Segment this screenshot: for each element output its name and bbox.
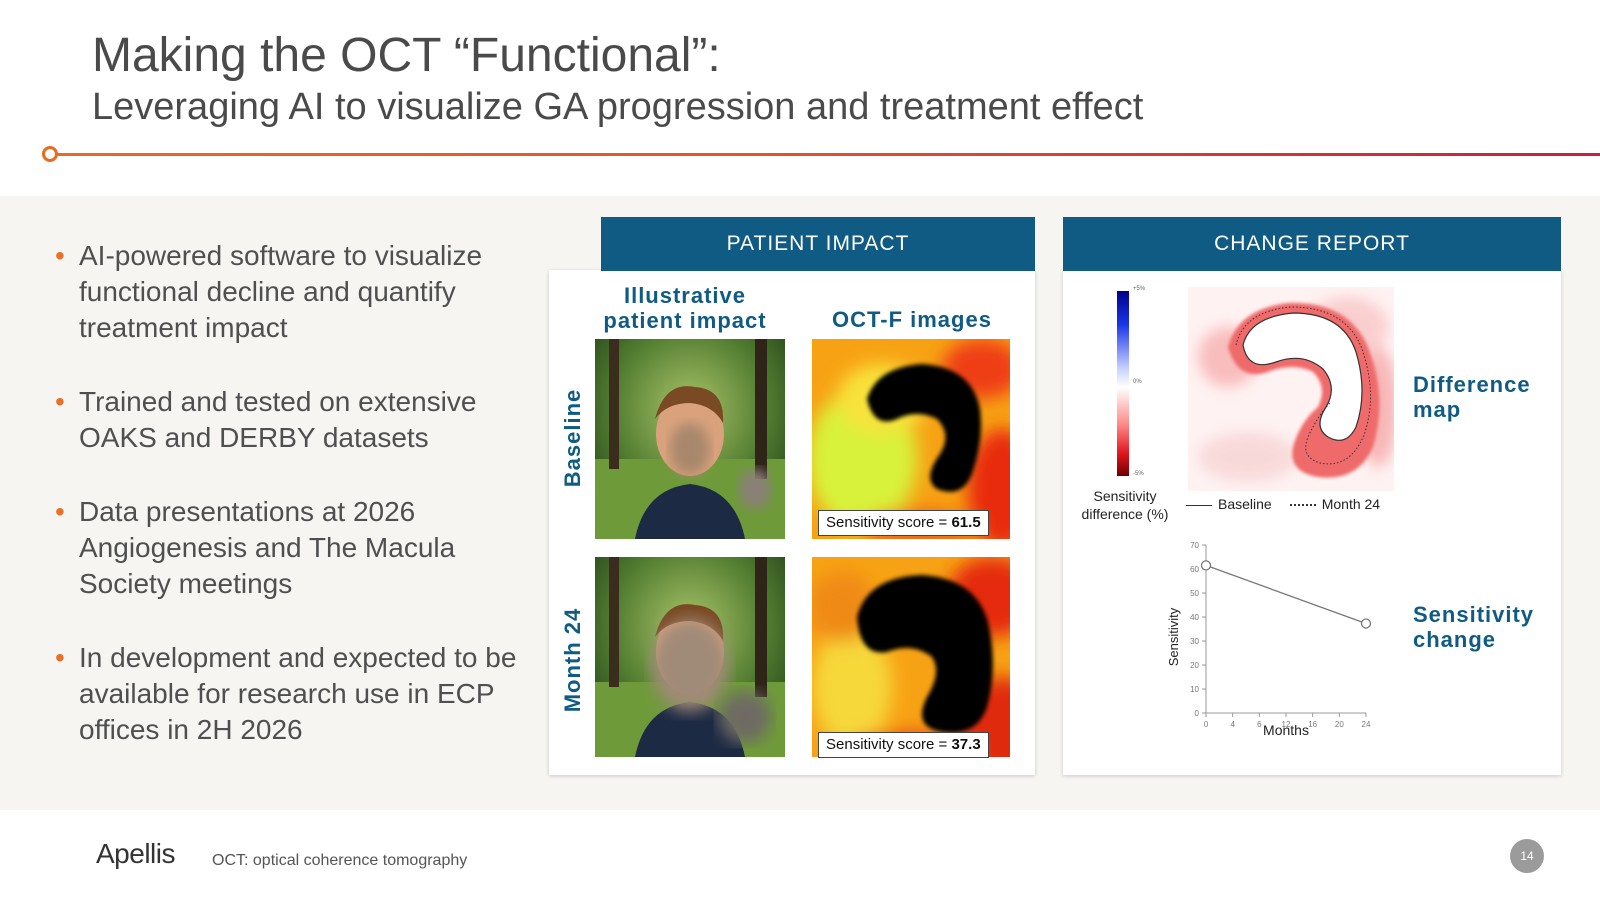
logo-text: Apellis: [96, 838, 175, 869]
difference-map-image: [1188, 287, 1398, 491]
x-tick-label: 0: [1204, 720, 1209, 729]
divider-dot: [42, 146, 58, 162]
legend-dotted-line: [1289, 504, 1316, 507]
colorbar-tick: -5%: [1133, 471, 1144, 477]
y-tick-label: 50: [1190, 589, 1199, 598]
sensitivity-change-label: Sensitivity change: [1413, 602, 1535, 652]
x-tick-label: 12: [1282, 720, 1291, 729]
bullet-list: AI-powered software to visualize functio…: [55, 238, 525, 786]
x-tick-label: 24: [1362, 720, 1371, 729]
x-tick-label: 20: [1335, 720, 1344, 729]
score-value-month24: 37.3: [951, 736, 981, 753]
baseline-row-label: Baseline: [560, 388, 585, 488]
colorbar-label: Sensitivity difference (%): [1081, 488, 1169, 522]
x-tick-label: 4: [1230, 720, 1235, 729]
y-axis-title: Sensitivity: [1166, 607, 1181, 666]
child-photo-baseline: [595, 339, 785, 539]
illustrative-impact-heading: Illustrative patient impact: [603, 283, 767, 333]
page-number: 14: [1510, 839, 1544, 873]
y-tick-label: 0: [1195, 709, 1200, 718]
child-photo-month24: [595, 557, 785, 757]
data-point: [1200, 560, 1212, 571]
patient-impact-header: PATIENT IMPACT: [601, 217, 1035, 271]
bullet-item: In development and expected to be availa…: [55, 640, 525, 748]
y-tick-label: 70: [1190, 541, 1199, 550]
colorbar-tick: +5%: [1133, 286, 1146, 292]
score-badge-month24: Sensitivity score = 37.3: [818, 732, 989, 758]
difference-map-label: Difference map: [1413, 372, 1531, 422]
octf-heatmap-month24: [807, 557, 1047, 777]
y-tick-label: 40: [1190, 613, 1199, 622]
sensitivity-series-line: [1205, 564, 1367, 625]
slide-subtitle: Leveraging AI to visualize GA progressio…: [92, 86, 1144, 128]
sensitivity-line-chart: 0 10 20 30 40 50 60 70 0 4 6 12 16 20 24 Months Sensitiv…: [1160, 538, 1400, 760]
bullet-item: Trained and tested on extensive OAKS and…: [55, 384, 525, 456]
x-tick-label: 6: [1257, 720, 1262, 729]
legend-solid-line: [1186, 504, 1212, 506]
footnote: OCT: optical coherence tomography: [212, 852, 468, 869]
y-tick-label: 30: [1190, 637, 1199, 646]
colorbar-tick: 0%: [1133, 379, 1142, 385]
score-label: Sensitivity score =: [826, 514, 948, 531]
month24-row-label: Month 24: [560, 607, 585, 713]
legend-month24: Month 24: [1321, 496, 1381, 512]
y-tick-label: 10: [1190, 685, 1199, 694]
legend-baseline: Baseline: [1218, 496, 1272, 512]
score-label: Sensitivity score =: [826, 736, 948, 753]
difference-map-legend: Baseline Month 24: [1186, 496, 1380, 512]
bullet-item: AI-powered software to visualize functio…: [55, 238, 525, 346]
sensitivity-chart-svg: 0 10 20 30 40 50 60 70 0 4 6 12 16 20 24 Months Sensitiv…: [1166, 541, 1372, 738]
sensitivity-colorbar: [1117, 291, 1129, 476]
y-tick-label: 20: [1190, 661, 1199, 670]
title-divider: [50, 153, 1600, 156]
slide-title: Making the OCT “Functional”:: [92, 29, 721, 82]
apellis-logo: Apellis: [96, 838, 175, 870]
x-axis-title: Months: [1263, 722, 1309, 738]
y-tick-label: 60: [1190, 565, 1199, 574]
score-badge-baseline: Sensitivity score = 61.5: [818, 510, 989, 536]
x-tick-label: 16: [1308, 720, 1317, 729]
change-report-header: CHANGE REPORT: [1063, 217, 1561, 271]
octf-heatmap-baseline: [807, 339, 1037, 549]
bullet-item: Data presentations at 2026 Angiogenesis …: [55, 494, 525, 602]
octf-images-heading: OCT-F images: [832, 307, 992, 332]
score-value-baseline: 61.5: [951, 514, 981, 531]
data-point: [1360, 618, 1372, 629]
